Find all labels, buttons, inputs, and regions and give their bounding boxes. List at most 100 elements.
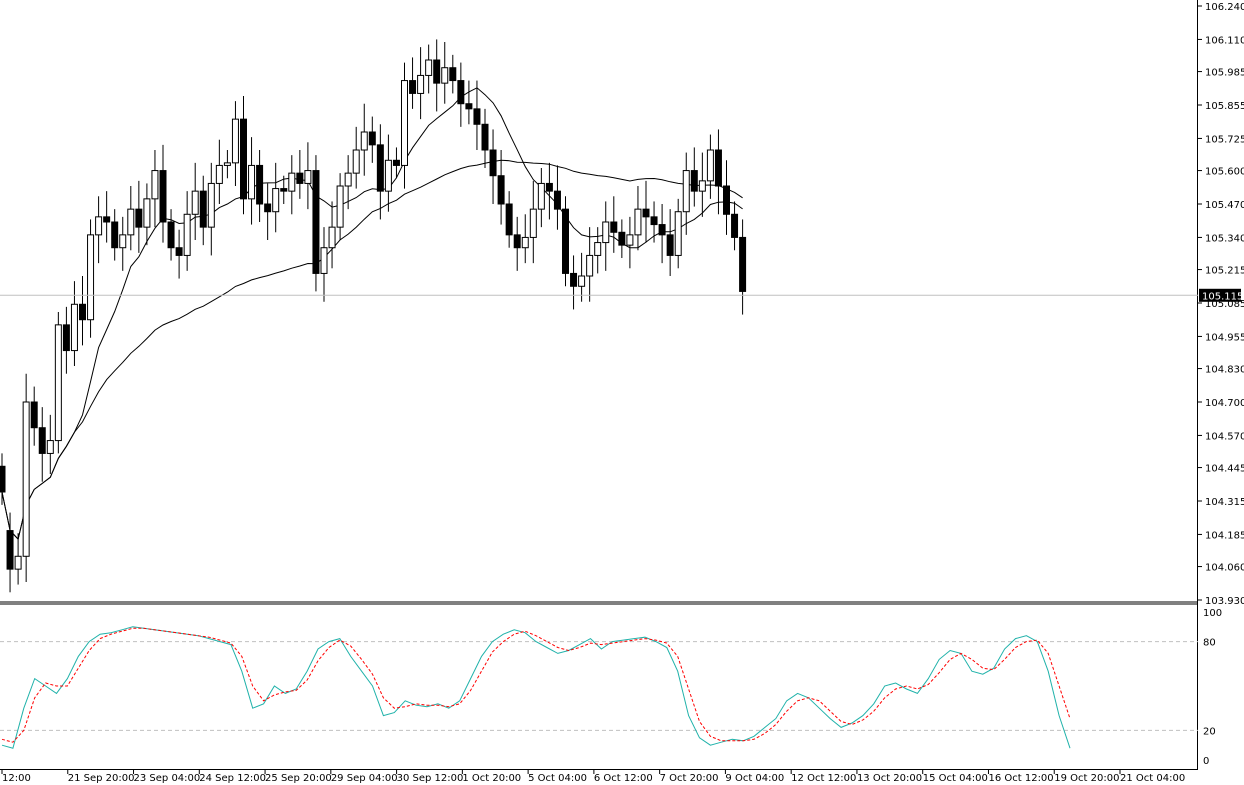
candle-body: [352, 149, 360, 174]
time-tick-label: 13 Oct 20:00: [857, 773, 922, 784]
candle-body: [417, 74, 425, 94]
candle-body: [666, 234, 674, 256]
price-tick-label: 105.215: [1205, 266, 1244, 277]
candle-body: [545, 182, 553, 192]
candle-body: [529, 208, 537, 238]
candle-body: [256, 164, 264, 205]
candle-body: [175, 247, 183, 256]
candle-body: [723, 185, 730, 215]
candle-body: [336, 185, 344, 228]
candle-body: [465, 103, 473, 110]
candle-body: [272, 188, 280, 213]
price-tick-label: 103.930: [1205, 596, 1244, 607]
stochastic-axis-ticks: 100 80 20 0: [1203, 608, 1222, 767]
price-tick-label: 105.470: [1205, 200, 1244, 211]
candle-body: [570, 272, 578, 287]
candle-body: [521, 236, 529, 249]
candle-body: [6, 530, 14, 570]
candle-body: [441, 67, 449, 84]
candle-body: [562, 208, 569, 274]
candle-body: [95, 216, 103, 236]
candle-body: [376, 144, 384, 192]
candle-body: [54, 324, 62, 442]
time-tick-label: 9 Oct 04:00: [725, 773, 784, 784]
price-tick-label: 104.955: [1205, 332, 1244, 343]
candle-body: [304, 170, 312, 184]
candle-body: [674, 211, 682, 256]
candle-body: [264, 203, 272, 213]
time-tick-label: 12 Oct 12:00: [791, 773, 856, 784]
price-tick-label: 105.085: [1205, 299, 1244, 310]
candle-body: [288, 172, 296, 192]
candle-body: [682, 170, 690, 213]
candle-body: [135, 208, 143, 228]
price-tick-label: 104.700: [1205, 398, 1244, 409]
candle-body: [602, 221, 610, 244]
candle-body: [167, 221, 175, 249]
candle-body: [151, 170, 159, 200]
candle-body: [103, 216, 111, 223]
candle-body: [714, 149, 722, 187]
time-tick-label: 19 Oct 20:00: [1054, 773, 1119, 784]
candle-body: [505, 203, 513, 236]
price-axis-ticks: 106.240 106.110 105.985 105.855 105.725 105.6…: [1198, 2, 1244, 607]
time-tick-label: 16 Oct 12:00: [988, 773, 1053, 784]
price-tick-label: 104.185: [1205, 530, 1244, 541]
current-price-box: [1199, 288, 1241, 302]
candle-body: [119, 234, 127, 249]
candle-body: [642, 208, 650, 218]
candle-body: [30, 401, 38, 429]
candle-body: [650, 216, 658, 226]
candle-body: [739, 236, 747, 292]
candle-body: [199, 190, 207, 228]
candle-body: [143, 198, 151, 228]
candle-body: [344, 172, 352, 187]
price-tick-label: 105.855: [1205, 101, 1244, 112]
candle-body: [191, 190, 199, 215]
time-tick-label: 23 Sep 04:00: [134, 773, 201, 784]
candle-body: [223, 162, 231, 166]
candle-body: [46, 440, 54, 454]
time-tick-label: 21 Oct 04:00: [1120, 773, 1185, 784]
candle-body: [159, 170, 167, 223]
candle-body: [111, 221, 119, 249]
candle-body: [280, 188, 288, 192]
candle-body: [690, 170, 698, 192]
candle-body: [183, 213, 191, 256]
price-tick-label: 104.315: [1205, 497, 1244, 508]
candle-body: [392, 159, 400, 166]
stochastic-tick-label: 80: [1203, 638, 1216, 649]
price-tick-label: 105.985: [1205, 68, 1244, 79]
candle-body: [320, 247, 328, 274]
time-tick-label: 1 Oct 20:00: [462, 773, 521, 784]
time-tick-label: 24 Sep 12:00: [199, 773, 266, 784]
price-tick-label: 104.570: [1205, 431, 1244, 442]
candle-body: [296, 172, 304, 184]
candle-body: [610, 221, 618, 233]
time-tick-label: 6 Oct 12:00: [594, 773, 653, 784]
candle-body: [87, 234, 95, 321]
time-tick-label: 30 Sep 12:00: [397, 773, 464, 784]
time-axis-ticks: 12:00 21 Sep 20:00 23 Sep 04:00 24 Sep 12:0…: [1, 770, 1185, 784]
stochastic-tick-label: 20: [1203, 726, 1216, 737]
candle-body: [481, 123, 489, 151]
price-tick-label: 105.340: [1205, 233, 1244, 244]
candle-body: [586, 254, 594, 277]
candle-body: [384, 159, 392, 192]
current-price-tag: 105.115: [1199, 288, 1243, 302]
candle-body: [360, 131, 368, 151]
candle-body: [248, 164, 256, 200]
candle-body: [231, 118, 239, 164]
candle-body: [706, 149, 714, 182]
candle-body: [215, 164, 223, 184]
stochastic-tick-label: 0: [1203, 756, 1209, 767]
candle-body: [553, 190, 561, 210]
time-tick-label: 7 Oct 20:00: [660, 773, 719, 784]
candle-body: [626, 234, 634, 246]
candle-body: [240, 118, 247, 200]
candle-body: [22, 401, 30, 557]
candle-body: [401, 80, 408, 166]
candle-body: [0, 465, 6, 493]
stochastic-lines: [1, 626, 1071, 749]
candle-body: [473, 108, 481, 125]
